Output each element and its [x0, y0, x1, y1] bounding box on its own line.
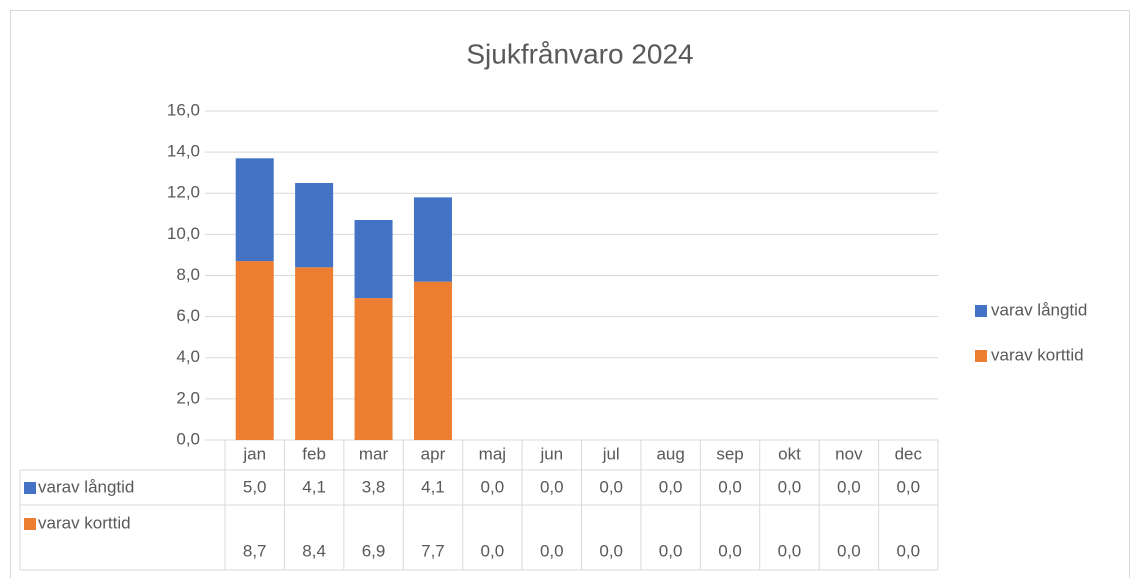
- x-tick-label: aug: [656, 444, 684, 463]
- chart-title: Sjukfrånvaro 2024: [466, 38, 693, 69]
- x-tick-label: sep: [716, 444, 743, 463]
- table-value: 0,0: [540, 477, 564, 496]
- table-value: 0,0: [718, 541, 742, 560]
- bar-segment: [295, 182, 334, 268]
- table-value: 4,1: [302, 477, 326, 496]
- y-tick-label: 14,0: [167, 142, 200, 161]
- table-value: 8,7: [243, 541, 267, 560]
- x-tick-label: maj: [479, 444, 506, 463]
- y-tick-label: 0,0: [176, 429, 200, 448]
- table-value: 6,9: [362, 541, 386, 560]
- table-value: 3,8: [362, 477, 386, 496]
- legend-key: [975, 350, 987, 362]
- table-series-name: varav långtid: [38, 477, 134, 496]
- table-value: 0,0: [778, 477, 802, 496]
- table-value: 0,0: [659, 477, 683, 496]
- y-tick-label: 16,0: [167, 100, 200, 119]
- bar-segment: [235, 158, 274, 262]
- table-value: 5,0: [243, 477, 267, 496]
- table-value: 0,0: [778, 541, 802, 560]
- bar-segment: [354, 298, 393, 440]
- y-tick-label: 8,0: [176, 265, 200, 284]
- y-tick-label: 10,0: [167, 224, 200, 243]
- bar-segment: [413, 197, 452, 282]
- y-tick-label: 2,0: [176, 388, 200, 407]
- table-value: 0,0: [837, 541, 861, 560]
- x-tick-label: nov: [835, 444, 863, 463]
- table-series-name: varav korttid: [38, 513, 131, 532]
- x-tick-label: jun: [539, 444, 563, 463]
- chart-border: [10, 10, 1130, 578]
- table-value: 0,0: [481, 541, 505, 560]
- table-value: 8,4: [302, 541, 326, 560]
- table-value: 0,0: [540, 541, 564, 560]
- legend-key: [975, 305, 987, 317]
- x-tick-label: jul: [602, 444, 620, 463]
- table-value: 0,0: [599, 541, 623, 560]
- x-tick-label: dec: [895, 444, 923, 463]
- table-value: 4,1: [421, 477, 445, 496]
- table-value: 0,0: [837, 477, 861, 496]
- legend-label: varav korttid: [991, 345, 1084, 364]
- table-legend-key: [24, 482, 36, 494]
- x-tick-label: jan: [242, 444, 266, 463]
- y-tick-label: 12,0: [167, 183, 200, 202]
- table-value: 0,0: [896, 477, 920, 496]
- bar-segment: [354, 219, 393, 299]
- legend-label: varav långtid: [991, 300, 1087, 319]
- table-value: 0,0: [896, 541, 920, 560]
- x-tick-label: okt: [778, 444, 801, 463]
- table-value: 0,0: [718, 477, 742, 496]
- table-value: 0,0: [659, 541, 683, 560]
- bar-segment: [413, 281, 452, 440]
- bar-segment: [295, 267, 334, 440]
- y-tick-label: 4,0: [176, 347, 200, 366]
- table-value: 7,7: [421, 541, 445, 560]
- table-legend-key: [24, 518, 36, 530]
- x-tick-label: feb: [302, 444, 326, 463]
- table-value: 0,0: [481, 477, 505, 496]
- x-tick-label: mar: [359, 444, 389, 463]
- table-value: 0,0: [599, 477, 623, 496]
- bar-segment: [235, 261, 274, 440]
- y-tick-label: 6,0: [176, 306, 200, 325]
- x-tick-label: apr: [421, 444, 446, 463]
